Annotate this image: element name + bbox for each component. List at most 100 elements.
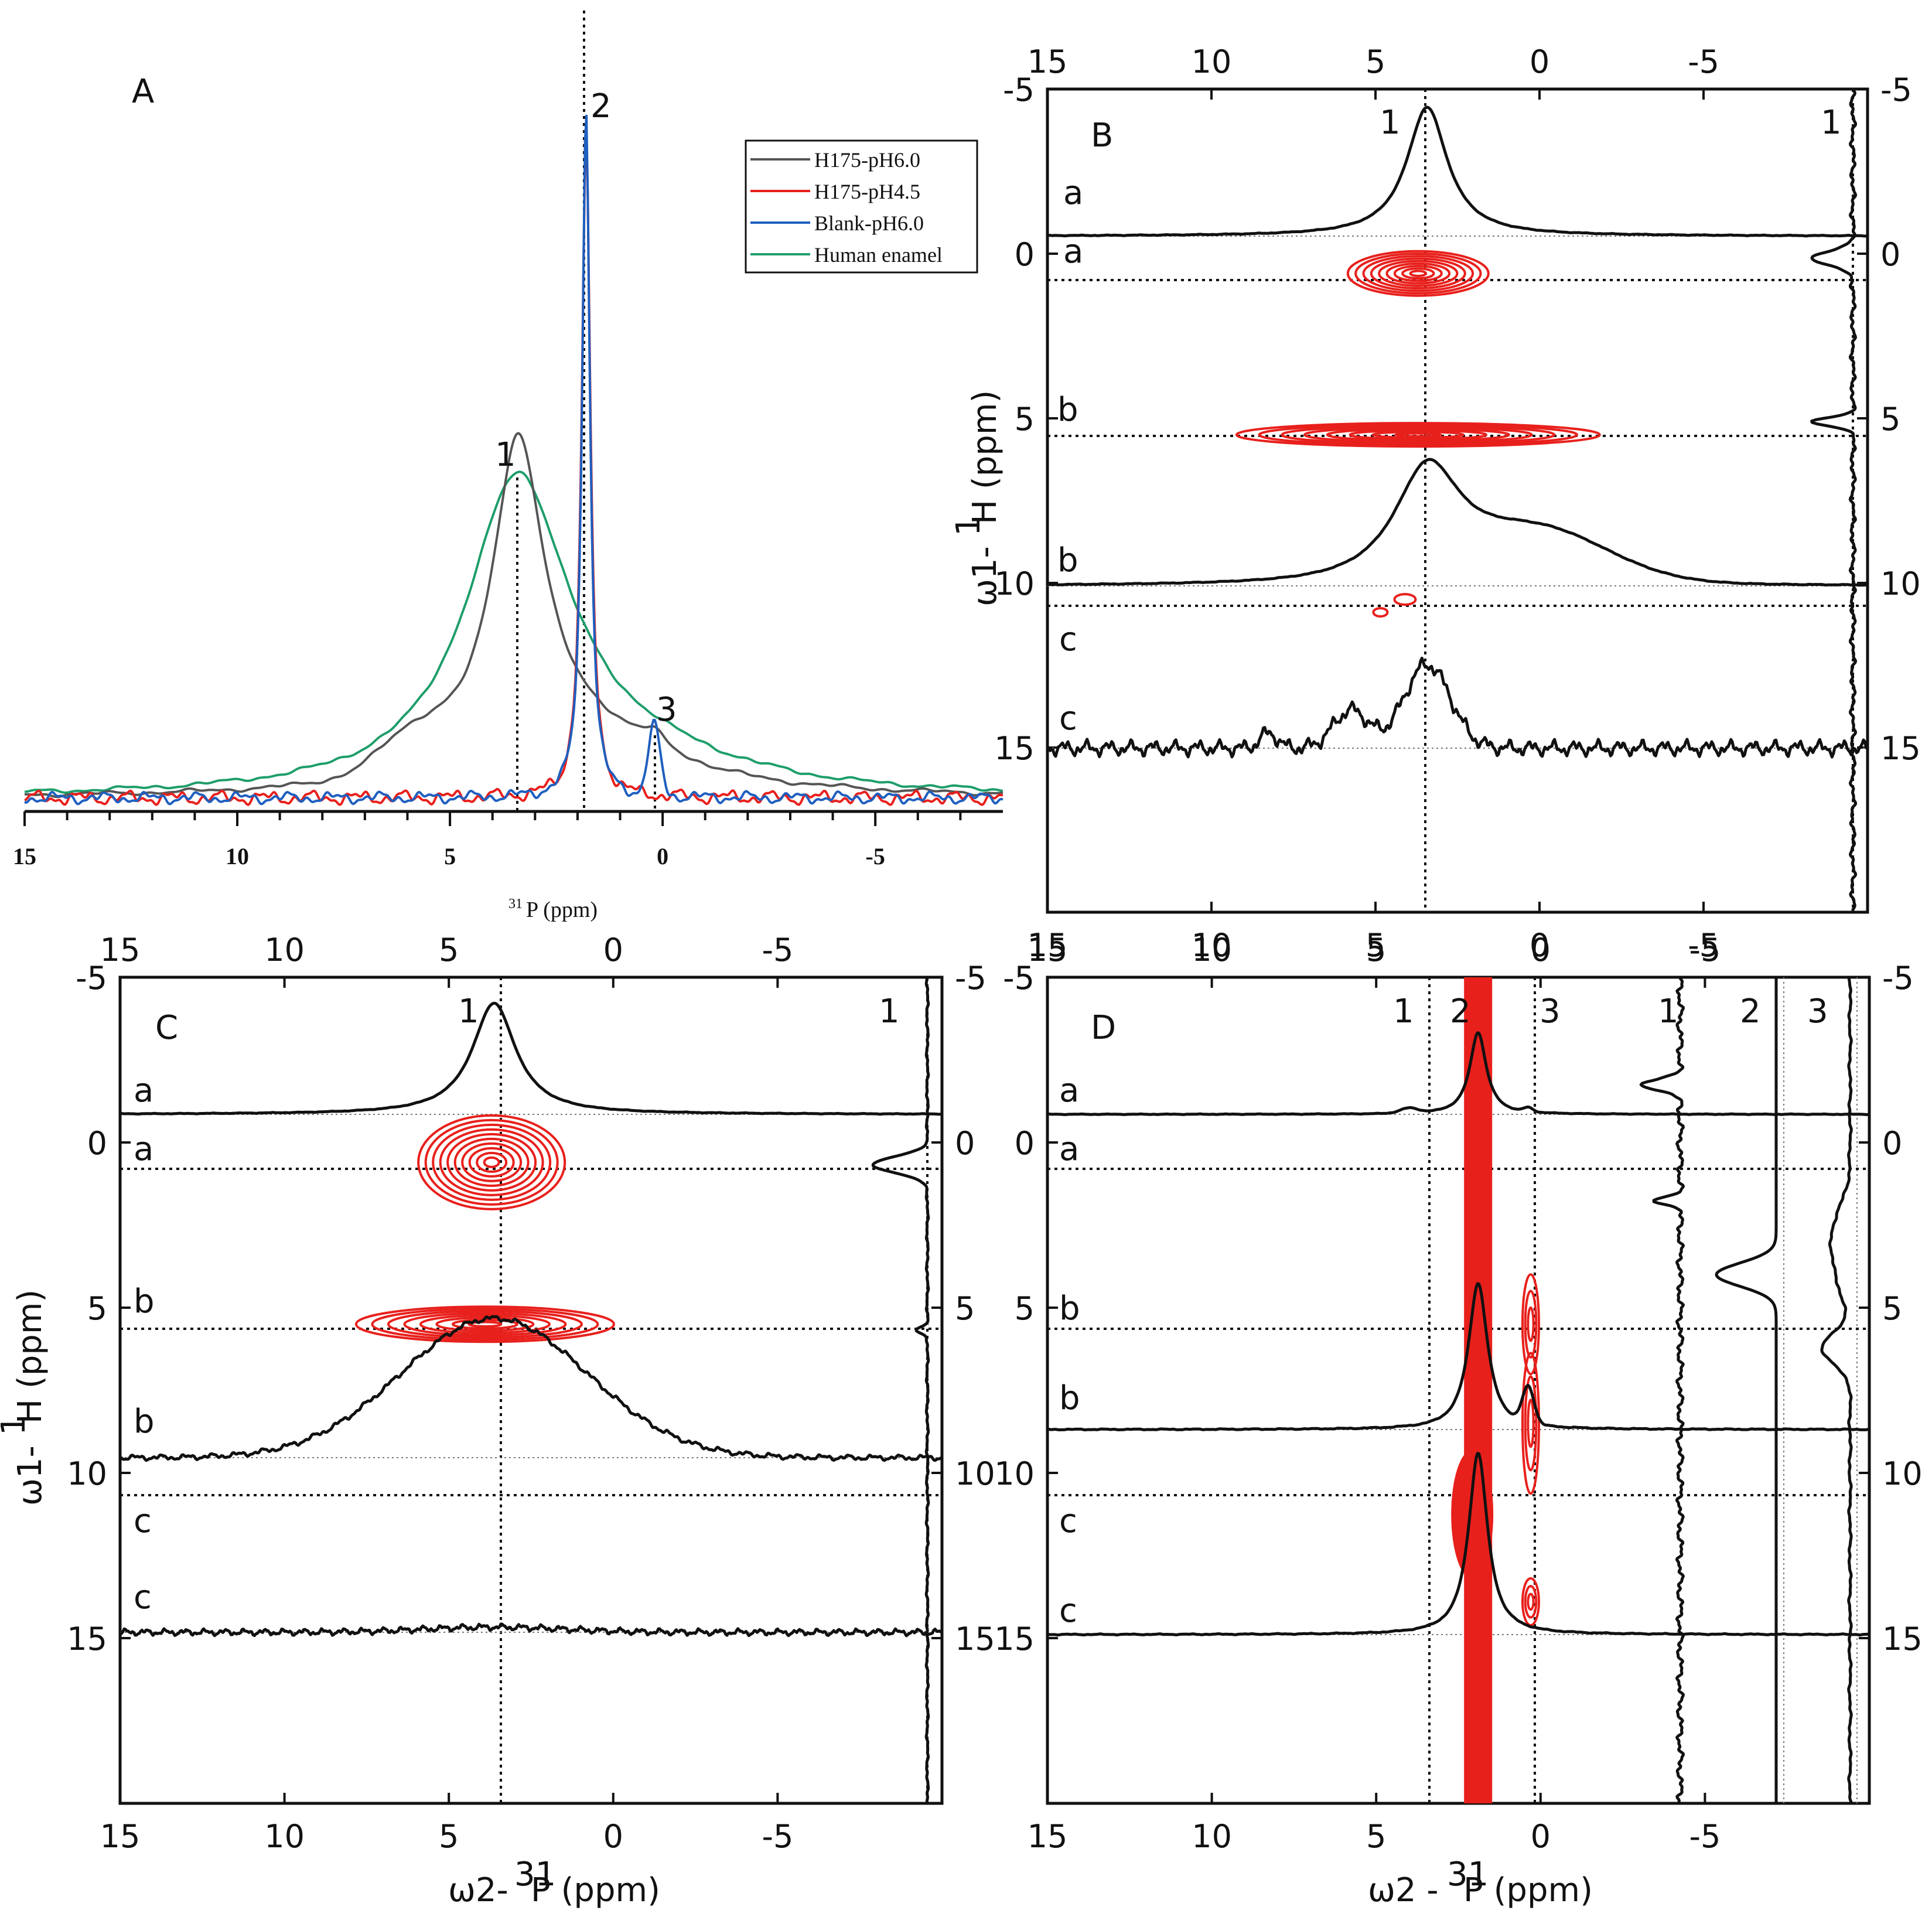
panel-b: 15 15 10 10 5 5 0 0 -5 -5 -5 -5 0 0 5 5 10 10 15 15 B a a b…: [950, 43, 1921, 964]
panel-b-projection: [1810, 88, 1858, 913]
panel-c-cross-peak-a-ring-9: [424, 1118, 559, 1206]
right-tick-label-1: 0: [955, 1125, 975, 1162]
right-tick-label-4: 15: [1880, 730, 1921, 767]
top-tick-label-4: -5: [762, 932, 793, 968]
panel-d-cross-peak-3-c-ring-1: [1527, 1398, 1535, 1448]
bottom-tick-label-4: -5: [1689, 1818, 1721, 1855]
legend-label-blank-ph60: Blank-pH6.0: [814, 212, 924, 235]
panel-c-cross-peak-b-ring-1: [467, 1321, 503, 1328]
panel-a-tick-label-2: 5: [444, 843, 456, 869]
right-tick-label-4: 15: [955, 1621, 995, 1657]
panel-b-trace-a-1: a: [1063, 174, 1083, 212]
panel-d-trace-c-2: c: [1059, 1592, 1077, 1630]
panel-c-cross-peak-a-ring-7: [439, 1128, 544, 1196]
legend-label-human-enamel: Human enamel: [814, 243, 943, 267]
bottom-tick-label-0: 15: [1028, 1818, 1068, 1855]
panel-b-ylabel-sup: 1: [950, 515, 988, 536]
left-tick-label-0: -5: [76, 960, 107, 997]
left-tick-label-0: -5: [1003, 960, 1035, 997]
panel-a-tick-label-1: 10: [226, 843, 249, 869]
panel-d-cross-peak-3-c-ring-2: [1524, 1375, 1538, 1472]
panel-b-cross-peak-a-ring-4: [1385, 262, 1451, 285]
left-tick-label-1: 0: [87, 1125, 107, 1162]
bottom-tick-label-3: 0: [603, 1818, 623, 1855]
panel-a-tick-label-3: 0: [657, 843, 668, 869]
panel-b-ticks: 15 15 10 10 5 5 0 0 -5 -5 -5 -5 0 0 5 5 10 10 15 15: [994, 43, 1920, 964]
panel-d-cross-peak-3-b-ring-1: [1527, 1306, 1535, 1342]
panel-d-trace-c-1: c: [1059, 1502, 1077, 1540]
panel-d-cross-peak-3-b-ring-3: [1521, 1273, 1540, 1376]
panel-c-cross-peak-a-ring-8: [432, 1123, 552, 1201]
left-tick-label-2: 5: [87, 1290, 107, 1327]
panel-a-letter: A: [132, 73, 154, 111]
bottom-tick-label-2: 5: [439, 1818, 459, 1855]
panel-c-xlabel: ω2- 31 P (ppm): [448, 1855, 660, 1909]
right-tick-label-2: 5: [955, 1290, 975, 1327]
panel-a: A 15 10 5 0 -5 31 P (ppm) 1 2 3 H175-pH6.0 H…: [13, 11, 1003, 922]
panel-c-trace-a-2: a: [134, 1130, 153, 1168]
left-tick-label-3: 10: [994, 565, 1035, 602]
panel-c-trace-c-2: c: [134, 1578, 152, 1616]
panel-b-cross-peak-b-ring-8: [1235, 422, 1601, 448]
panel-b-trace-a: [1047, 105, 1868, 238]
panel-d-xlabel-sup: 31: [1447, 1855, 1489, 1894]
panel-a-legend: H175-pH6.0 H175-pH4.5 Blank-pH6.0 Human …: [745, 139, 978, 274]
panel-b-cross-peak-a-ring-7: [1362, 255, 1474, 292]
panel-c-cross-peak-b-ring-7: [371, 1307, 599, 1341]
top-tick-label-3: 0: [1531, 932, 1551, 968]
panel-d-projection-3: [1820, 977, 1853, 1804]
panel-c-peak-1-label: 1: [458, 992, 479, 1031]
panel-c-trace-b: [120, 1315, 943, 1462]
panel-d-cross-peak-streak: [1464, 977, 1493, 1803]
panel-d: 15 15 10 10 5 5 0 0 -5 -5 -5 -5 0 0 5 5 10 10 15 15 D a a b…: [994, 932, 1922, 1909]
panel-b-ylabel-main: H (ppm): [966, 390, 1004, 524]
panel-b-trace-c-1: c: [1059, 620, 1077, 659]
panel-b-cross-peak-b-ring-6: [1281, 425, 1556, 445]
panel-d-peak-2-label: 2: [1450, 992, 1471, 1031]
right-tick-label-3: 10: [1882, 1455, 1923, 1492]
bottom-tick-label-3: 0: [1531, 1818, 1551, 1855]
panel-a-tick-label-4: -5: [866, 843, 885, 869]
panel-d-trace-a-2: a: [1059, 1130, 1079, 1168]
panel-c-xlabel-prefix: ω2-: [448, 1871, 508, 1909]
panel-c-trace-b-1: b: [134, 1282, 155, 1321]
left-tick-label-4: 15: [67, 1621, 107, 1657]
left-tick-label-1: 0: [1015, 236, 1035, 273]
panel-d-cross-peak-3-d-ring-3: [1521, 1577, 1540, 1626]
bottom-tick-label-1: 10: [1192, 927, 1232, 964]
panel-c-cross-peak-a-ring-2: [476, 1151, 508, 1173]
panel-c-cross-peak-b-ring-5: [403, 1312, 567, 1336]
panel-b-cross-peak-c-1: [1393, 593, 1417, 606]
panel-c-ylabel-prefix: ω1-: [11, 1445, 49, 1506]
top-tick-label-1: 10: [1192, 43, 1232, 80]
panel-c-cross-peak-a-ring-1: [483, 1156, 500, 1168]
right-tick-label-1: 0: [1882, 1125, 1902, 1162]
panel-d-xlabel: ω2 - 31 P (ppm): [1368, 1855, 1593, 1909]
panel-b-cross-peak-c-2: [1372, 607, 1389, 618]
panel-c-cross-peak-a-ring-4: [461, 1142, 523, 1182]
panel-c-trace-a-1: a: [134, 1072, 153, 1110]
panel-d-ticks: 15 15 10 10 5 5 0 0 -5 -5 -5 -5 0 0 5 5 10 10 15 15: [994, 932, 1922, 1855]
panel-c: 15 15 10 10 5 5 0 0 -5 -5 -5 -5 0 0 5 5 10 10 15 15 C a a b…: [0, 932, 995, 1909]
right-tick-label-2: 5: [1880, 401, 1900, 438]
panel-b-cross-peak-b-ring-1: [1394, 432, 1442, 438]
panel-d-cross-peak-3-d-ring-2: [1524, 1585, 1538, 1619]
legend-label-h175-ph45: H175-pH4.5: [814, 180, 920, 203]
right-tick-label-0: -5: [1882, 960, 1914, 997]
panel-c-xlabel-sup: 31: [514, 1855, 556, 1894]
left-tick-label-1: 0: [1015, 1125, 1035, 1162]
panel-b-trace-c: [1047, 656, 1869, 759]
panel-a-series-1: [24, 132, 1003, 807]
top-tick-label-1: 10: [264, 932, 305, 968]
panel-c-proj-peak-1-label: 1: [879, 992, 900, 1031]
panel-b-cross-peak-a-ring-2: [1401, 267, 1435, 280]
panel-c-ylabel: ω1- 1 H (ppm): [0, 1290, 49, 1506]
panel-d-peak-1-label: 1: [1393, 992, 1414, 1031]
panel-d-cross-peak-3-c-ring-3: [1521, 1352, 1540, 1495]
top-tick-label-3: 0: [1530, 43, 1549, 80]
panel-a-peak-1-label: 1: [495, 436, 516, 474]
panel-c-cross-peak-a-ring-10: [417, 1114, 566, 1210]
panel-b-cross-peak-b-ring-3: [1349, 429, 1488, 441]
panel-c-trace-b-2: b: [134, 1403, 155, 1441]
